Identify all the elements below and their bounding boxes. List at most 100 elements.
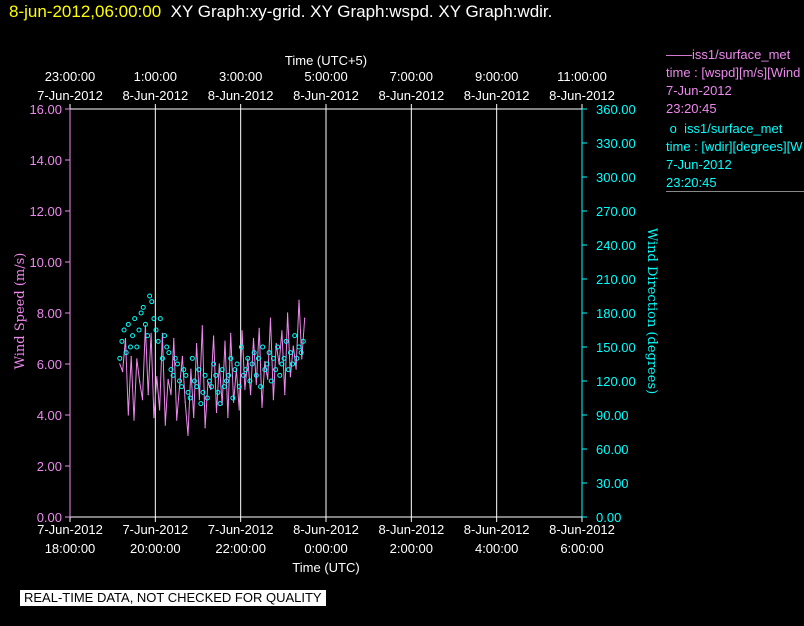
- wind-direction-point: [147, 293, 153, 299]
- legend-wspd-variable: time : [wspd][m/s][Wind: [666, 65, 801, 80]
- wind-direction-point: [260, 344, 266, 350]
- wind-direction-point: [155, 338, 161, 344]
- wind-speed-point: [261, 406, 263, 408]
- y-tick-label-left: 8.00: [37, 306, 62, 321]
- wind-direction-point: [234, 361, 240, 367]
- top-tick-label-time: 5:00:00: [304, 69, 347, 84]
- y-tick-label-right: 60.00: [596, 442, 629, 457]
- x-tick-label-time: 0:00:00: [304, 541, 347, 556]
- wind-speed-point: [150, 332, 152, 334]
- wind-direction-point: [253, 372, 259, 378]
- wind-direction-point: [279, 361, 285, 367]
- top-tick-label-date: 8-Jun-2012: [378, 88, 444, 103]
- wind-direction-point: [245, 355, 251, 361]
- wind-speed-point: [301, 358, 303, 360]
- wind-direction-point: [117, 355, 123, 361]
- wind-speed-point: [122, 371, 124, 373]
- wind-direction-point: [290, 361, 296, 367]
- wind-speed-point: [232, 401, 235, 403]
- y-tick-label-right: 120.00: [596, 374, 636, 389]
- y-tick-label-left: 6.00: [37, 357, 62, 372]
- wind-direction-point: [162, 333, 168, 339]
- wind-direction-point: [172, 355, 178, 361]
- y-tick-label-right: 360.00: [596, 102, 636, 117]
- wind-speed-point: [281, 330, 283, 332]
- wind-speed-point: [190, 368, 192, 370]
- x-tick-label-date: 7-Jun-2012: [37, 522, 103, 537]
- wind-direction-point: [217, 401, 223, 407]
- wind-speed-point: [184, 401, 186, 403]
- legend-wspd: ——iss1/surface_met time : [wspd][m/s][Wi…: [666, 46, 804, 118]
- wind-direction-point: [230, 395, 236, 401]
- graph-list: XY Graph:xy-grid. XY Graph:wspd. XY Grap…: [170, 2, 553, 21]
- wind-direction-point: [191, 378, 197, 384]
- top-tick-label-time: 9:00:00: [475, 69, 518, 84]
- wind-direction-point: [258, 384, 264, 390]
- top-tick-label-time: 11:00:00: [557, 69, 607, 84]
- y-tick-label-left: 0.00: [37, 510, 62, 525]
- chart-header: 8-jun-2012,06:00:00 XY Graph:xy-grid. XY…: [9, 2, 552, 22]
- wind-direction-point: [300, 338, 306, 344]
- wind-direction-point: [273, 367, 279, 373]
- wind-speed-point: [136, 358, 138, 360]
- wind-direction-point: [275, 344, 281, 350]
- x-tick-label-time: 22:00:00: [215, 541, 266, 556]
- timestamp: 8-jun-2012,06:00:00: [9, 2, 162, 21]
- top-tick-label-date: 8-Jun-2012: [464, 88, 530, 103]
- wind-direction-point: [177, 378, 183, 384]
- wind-direction-point: [287, 350, 293, 356]
- y-tick-label-left: 14.00: [29, 153, 62, 168]
- wind-direction-point: [138, 310, 144, 316]
- y-tick-label-right: 330.00: [596, 136, 636, 151]
- wind-direction-point: [145, 333, 151, 339]
- legend-wspd-date: 7-Jun-2012: [666, 83, 732, 98]
- wind-direction-point: [266, 350, 272, 356]
- x-tick-label-date: 7-Jun-2012: [122, 522, 188, 537]
- wind-speed-point: [156, 376, 158, 378]
- wind-speed-point: [167, 378, 169, 380]
- top-tick-label-date: 8-Jun-2012: [208, 88, 274, 103]
- x-tick-label-date: 7-Jun-2012: [208, 522, 274, 537]
- wind-direction-point: [200, 389, 206, 395]
- wind-direction-point: [294, 355, 300, 361]
- y-tick-label-left: 10.00: [29, 255, 62, 270]
- y-tick-label-right: 300.00: [596, 170, 636, 185]
- wind-direction-point: [198, 401, 204, 407]
- wind-direction-point: [285, 367, 291, 373]
- x-tick-label-time: 20:00:00: [130, 541, 181, 556]
- wind-speed-point: [275, 343, 277, 345]
- wind-speed-point: [272, 399, 274, 401]
- wind-speed-point: [161, 332, 164, 334]
- top-tick-label-date: 8-Jun-2012: [122, 88, 188, 103]
- y-tick-label-right: 90.00: [596, 408, 629, 423]
- x-tick-label-time: 18:00:00: [45, 541, 96, 556]
- legend-wdir-time: 23:20:45: [666, 175, 717, 190]
- wind-speed-point: [141, 399, 144, 401]
- wind-direction-point: [292, 333, 298, 339]
- wind-speed-point: [295, 368, 297, 370]
- y-tick-label-right: 270.00: [596, 204, 636, 219]
- wind-direction-point: [264, 361, 270, 367]
- wind-direction-point: [187, 395, 193, 401]
- wind-direction-point: [164, 344, 170, 350]
- top-tick-label-time: 3:00:00: [219, 69, 262, 84]
- wind-direction-point: [204, 395, 210, 401]
- top-tick-label-date: 8-Jun-2012: [549, 88, 615, 103]
- legend-wspd-marker: ——: [666, 47, 692, 62]
- wind-direction-point: [166, 350, 172, 356]
- wind-direction-point: [151, 316, 157, 322]
- wind-direction-point: [255, 355, 261, 361]
- x-tick-label-date: 8-Jun-2012: [293, 522, 359, 537]
- wind-direction-point: [130, 333, 136, 339]
- y-tick-label-right: 180.00: [596, 306, 636, 321]
- wind-direction-point: [221, 384, 227, 390]
- wind-direction-point: [251, 350, 257, 356]
- wind-direction-point: [247, 378, 253, 384]
- wind-direction-point: [298, 350, 304, 356]
- wind-speed-point: [298, 299, 300, 301]
- wind-speed-point: [278, 363, 280, 365]
- wind-speed-point: [224, 340, 226, 342]
- legend-wspd-title: iss1/surface_met: [692, 47, 791, 62]
- wind-speed-point: [284, 394, 286, 396]
- y-tick-label-left: 16.00: [29, 102, 62, 117]
